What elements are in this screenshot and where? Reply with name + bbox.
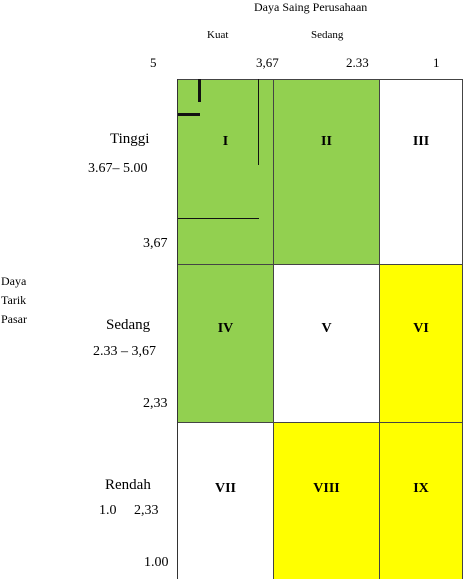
- cell-label: I: [222, 134, 229, 149]
- matrix-cell-3: III: [380, 79, 463, 264]
- scale-label-3-67: 3,67: [256, 55, 279, 70]
- y-axis-title-line: Daya: [1, 274, 27, 288]
- cell-label: VII: [214, 480, 236, 496]
- cell-label: VI: [413, 320, 429, 336]
- marker-stroke: [178, 113, 200, 116]
- cell-label: IV: [217, 320, 234, 336]
- cell-label: V: [321, 320, 332, 336]
- row-name-tinggi: Tinggi: [110, 131, 150, 147]
- scale-label-1: 1: [433, 55, 440, 70]
- marker-stroke: [178, 218, 259, 219]
- y-axis-title-line: Pasar: [1, 312, 27, 326]
- matrix-title: Daya Saing Perusahaan: [254, 0, 368, 14]
- ie-matrix-grid: I II III IV V VI VII VIII IX: [177, 79, 463, 579]
- row-range-rendah-high: 2,33: [134, 503, 159, 518]
- row-lower-sedang: 2,33: [143, 396, 168, 411]
- y-axis-title-line: Tarik: [1, 293, 27, 307]
- cell-label: III: [412, 134, 430, 149]
- cell-label: IX: [413, 480, 429, 496]
- matrix-cell-6: VI: [380, 264, 463, 422]
- scale-label-5: 5: [150, 55, 157, 70]
- matrix-cell-5: V: [274, 264, 380, 422]
- row-name-sedang: Sedang: [106, 317, 151, 333]
- row-range-tinggi: 3.67– 5.00: [88, 161, 148, 176]
- row-range-sedang: 2.33 – 3,67: [93, 344, 156, 359]
- matrix-cell-1: I: [178, 79, 274, 264]
- row-range-rendah-low: 1.0: [99, 503, 117, 518]
- column-header-sedang: Sedang: [311, 29, 344, 41]
- marker-stroke: [258, 79, 259, 165]
- marker-stroke: [198, 79, 201, 102]
- matrix-cell-8: VIII: [274, 422, 380, 579]
- matrix-cell-2: II: [274, 79, 380, 264]
- y-axis-title: Daya Tarik Pasar: [1, 272, 27, 329]
- row-lower-rendah: 1.00: [144, 555, 169, 570]
- matrix-cell-7: VII: [178, 422, 274, 579]
- row-name-rendah: Rendah: [105, 477, 151, 493]
- cell-label: VIII: [313, 480, 340, 496]
- matrix-cell-9: IX: [380, 422, 463, 579]
- cell-label: II: [321, 134, 332, 149]
- column-header-kuat: Kuat: [207, 29, 229, 41]
- matrix-cell-4: IV: [178, 264, 274, 422]
- row-lower-tinggi: 3,67: [143, 236, 168, 251]
- scale-label-2-33: 2.33: [346, 55, 369, 70]
